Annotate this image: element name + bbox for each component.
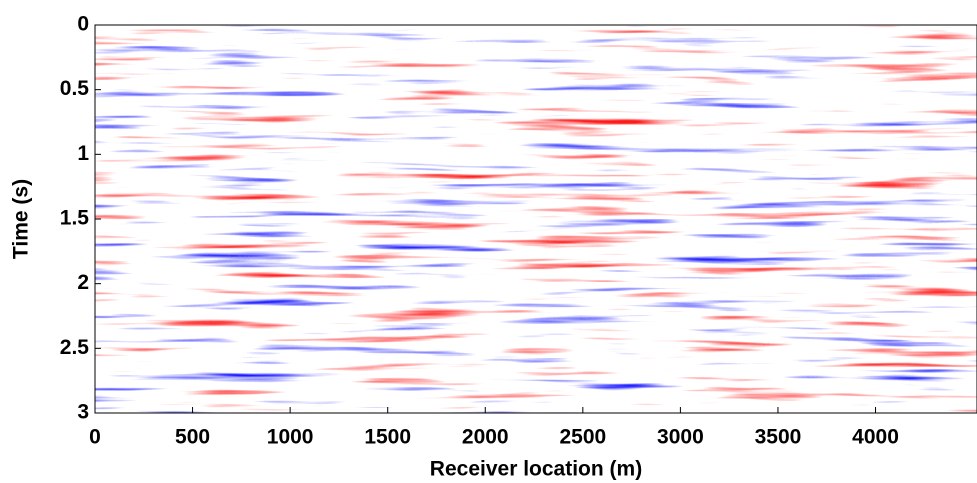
y-tick-label: 1.5	[60, 207, 90, 230]
y-axis-label: Time (s)	[10, 179, 33, 259]
y-tick-label: 2	[77, 271, 89, 294]
y-tick-label: 2.5	[60, 336, 90, 359]
y-tick-label: 0.5	[60, 77, 90, 100]
x-tick-label: 3000	[657, 426, 704, 449]
seismic-image	[95, 25, 977, 413]
x-tick-label: 2500	[559, 426, 606, 449]
x-tick-label: 4000	[852, 426, 899, 449]
x-tick-label: 1500	[364, 426, 411, 449]
y-tick-label: 3	[77, 401, 89, 424]
x-tick-label: 3500	[755, 426, 802, 449]
x-tick-label: 1000	[267, 426, 314, 449]
y-tick-label: 1	[77, 142, 89, 165]
x-axis-label: Receiver location (m)	[430, 458, 642, 481]
y-tick-label: 0	[77, 13, 89, 36]
x-tick-label: 0	[89, 426, 101, 449]
x-tick-label: 2000	[462, 426, 509, 449]
x-tick-label: 500	[175, 426, 210, 449]
